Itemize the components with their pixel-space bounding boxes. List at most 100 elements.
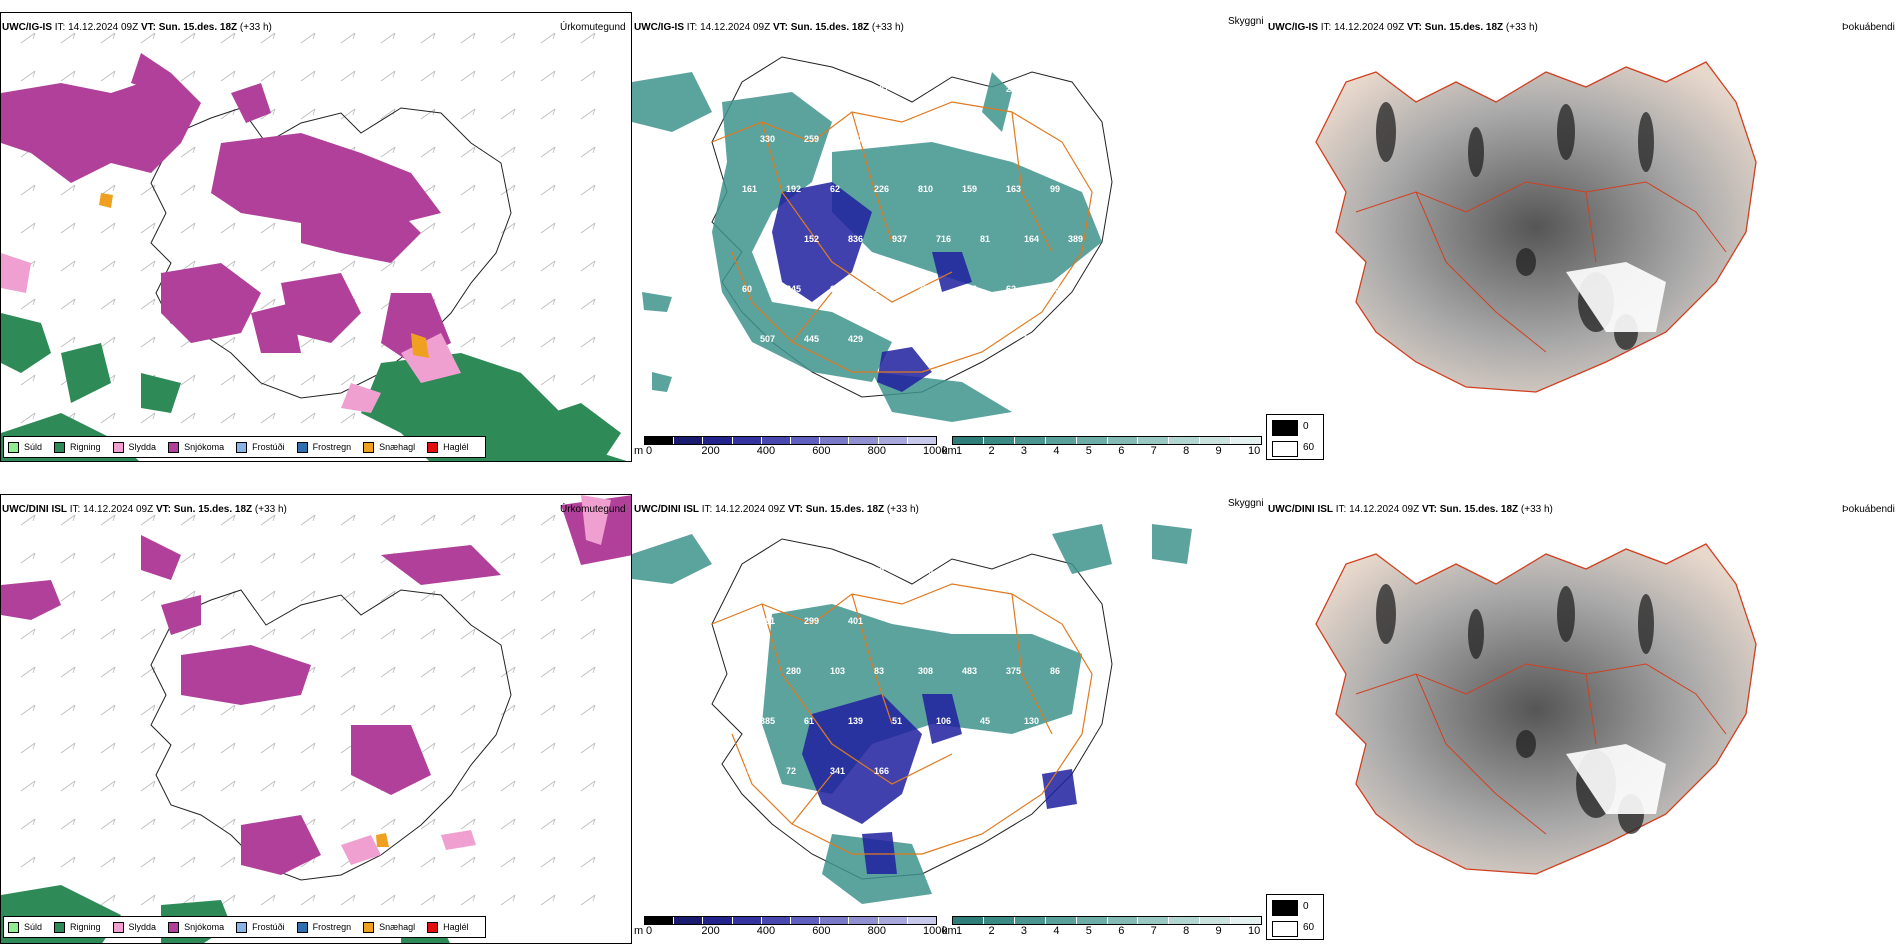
wind-barb: [580, 70, 596, 82]
cloud-base-value: 287: [874, 84, 889, 94]
wind-barb: [220, 856, 236, 868]
wind-barb: [300, 590, 316, 602]
wind-barb: [100, 222, 116, 234]
wind-barb: [180, 856, 196, 868]
wind-barb: [500, 742, 516, 754]
wind-barb: [380, 666, 396, 678]
cloud-base-value: 86: [1050, 666, 1060, 676]
colorbar-segment: [732, 437, 762, 444]
panel-header-fog-row1: UWC/IG-IS IT: 14.12.2024 09Z VT: Sun. 15…: [1268, 22, 1538, 33]
wind-barb: [180, 374, 196, 386]
low-cloud-base-areas: [802, 694, 1077, 874]
legend-label: Slydda: [128, 442, 157, 452]
wind-barb: [540, 146, 556, 158]
wind-barb: [460, 628, 476, 640]
init-time: 14.12.2024 09Z: [68, 22, 139, 33]
wind-barb: [500, 222, 516, 234]
cloud-base-value: 32: [918, 84, 928, 94]
wind-barb: [220, 894, 236, 906]
legend-label: Rigning: [70, 442, 101, 452]
wind-barb: [340, 32, 356, 44]
iceland-coastline: [150, 589, 512, 881]
lead-time: (+33 h): [1520, 504, 1553, 515]
precip-title-row1: Úrkomutegund: [560, 22, 626, 33]
valid-time: Sun. 15.des. 18Z: [790, 22, 870, 33]
cloud-base-value: 507: [760, 334, 775, 344]
wind-barb: [20, 704, 36, 716]
cloud-base-labels: 494 576 922 79 130 15 958 989 561 299 401 560 87 182 1…: [742, 566, 1083, 776]
vt-label: VT:: [787, 504, 803, 515]
wind-barb: [100, 32, 116, 44]
wind-barb: [60, 70, 76, 82]
wind-barb: [60, 514, 76, 526]
fog-legend-swatch: [1272, 921, 1298, 937]
init-time: 14.12.2024 09Z: [715, 504, 786, 515]
wind-barb: [260, 222, 276, 234]
legend-item: Snæhagl: [363, 921, 415, 933]
legend-swatch: [427, 921, 439, 933]
wind-barb: [100, 628, 116, 640]
wind-barb: [300, 894, 316, 906]
cloud-base-value: 445: [804, 334, 819, 344]
legend-item: Haglél: [427, 441, 469, 453]
fog-legend-label: 60: [1303, 922, 1315, 933]
vt-label: VT:: [140, 22, 156, 33]
it-label: IT:: [701, 504, 713, 515]
colorbar-segment: [1045, 437, 1077, 444]
cloud-base-value: 192: [786, 184, 801, 194]
wind-barb: [140, 590, 156, 602]
wind-barb: [540, 552, 556, 564]
cloud-base-value: 206: [830, 84, 845, 94]
colorbar-segment: [849, 917, 879, 924]
wind-barb: [100, 514, 116, 526]
snow-areas: [1, 53, 451, 363]
wind-barb: [540, 894, 556, 906]
wind-barb: [100, 666, 116, 678]
wind-barb: [180, 818, 196, 830]
cloud-base-value: 104: [874, 284, 889, 294]
legend-item: Frostúði: [236, 441, 285, 453]
colorbar-segment: [1231, 917, 1262, 924]
legend-label: Slydda: [128, 922, 157, 932]
colorbar-segment: [674, 917, 704, 924]
legend-swatch: [236, 441, 248, 453]
colorbar-tick: 5: [1085, 445, 1092, 457]
legend-swatch: [8, 921, 19, 933]
wind-barbs: [20, 514, 596, 906]
legend-swatch: [112, 441, 124, 453]
legend-label: Frostúði: [252, 442, 285, 452]
cloud-base-value: 189: [1068, 134, 1083, 144]
colorbar-unit: m: [634, 925, 644, 937]
wind-barb: [420, 818, 436, 830]
legend-item: Rigning: [54, 921, 101, 933]
legend-label: Snjókoma: [184, 442, 225, 452]
wind-barb: [260, 32, 276, 44]
colorbar-tick: 5: [1085, 925, 1092, 937]
wind-barb: [500, 32, 516, 44]
vt-label: VT:: [772, 22, 788, 33]
cloud-base-value: 275: [1006, 84, 1021, 94]
colorbar-tick: 3: [1020, 925, 1027, 937]
colorbar-tick: 1000: [923, 925, 948, 937]
wind-barb: [140, 742, 156, 754]
wind-barb: [420, 704, 436, 716]
legend-swatch: [54, 441, 66, 453]
legend-label: Haglél: [443, 922, 469, 932]
wind-barb: [420, 856, 436, 868]
legend-swatch: [168, 441, 180, 453]
wind-barb: [60, 260, 76, 272]
fog-legend-swatch: [1272, 441, 1298, 457]
visibility-map: 494 576 922 79 130 15 958 989 561 299 401 560 87 182 1…: [632, 524, 1192, 904]
glacier-white: [1566, 744, 1666, 814]
colorbar-segment: [1231, 437, 1262, 444]
cloud-base-value: 159: [962, 184, 977, 194]
wind-barb: [20, 222, 36, 234]
valid-time: Sun. 15.des. 18Z: [1439, 504, 1519, 515]
wind-barb: [220, 32, 236, 44]
colorbar-tick: 2: [988, 445, 995, 457]
wind-barb: [180, 222, 196, 234]
init-time: 14.12.2024 09Z: [700, 22, 771, 33]
wind-barb: [540, 666, 556, 678]
wind-barb: [140, 298, 156, 310]
legend-label: Súld: [24, 442, 43, 452]
